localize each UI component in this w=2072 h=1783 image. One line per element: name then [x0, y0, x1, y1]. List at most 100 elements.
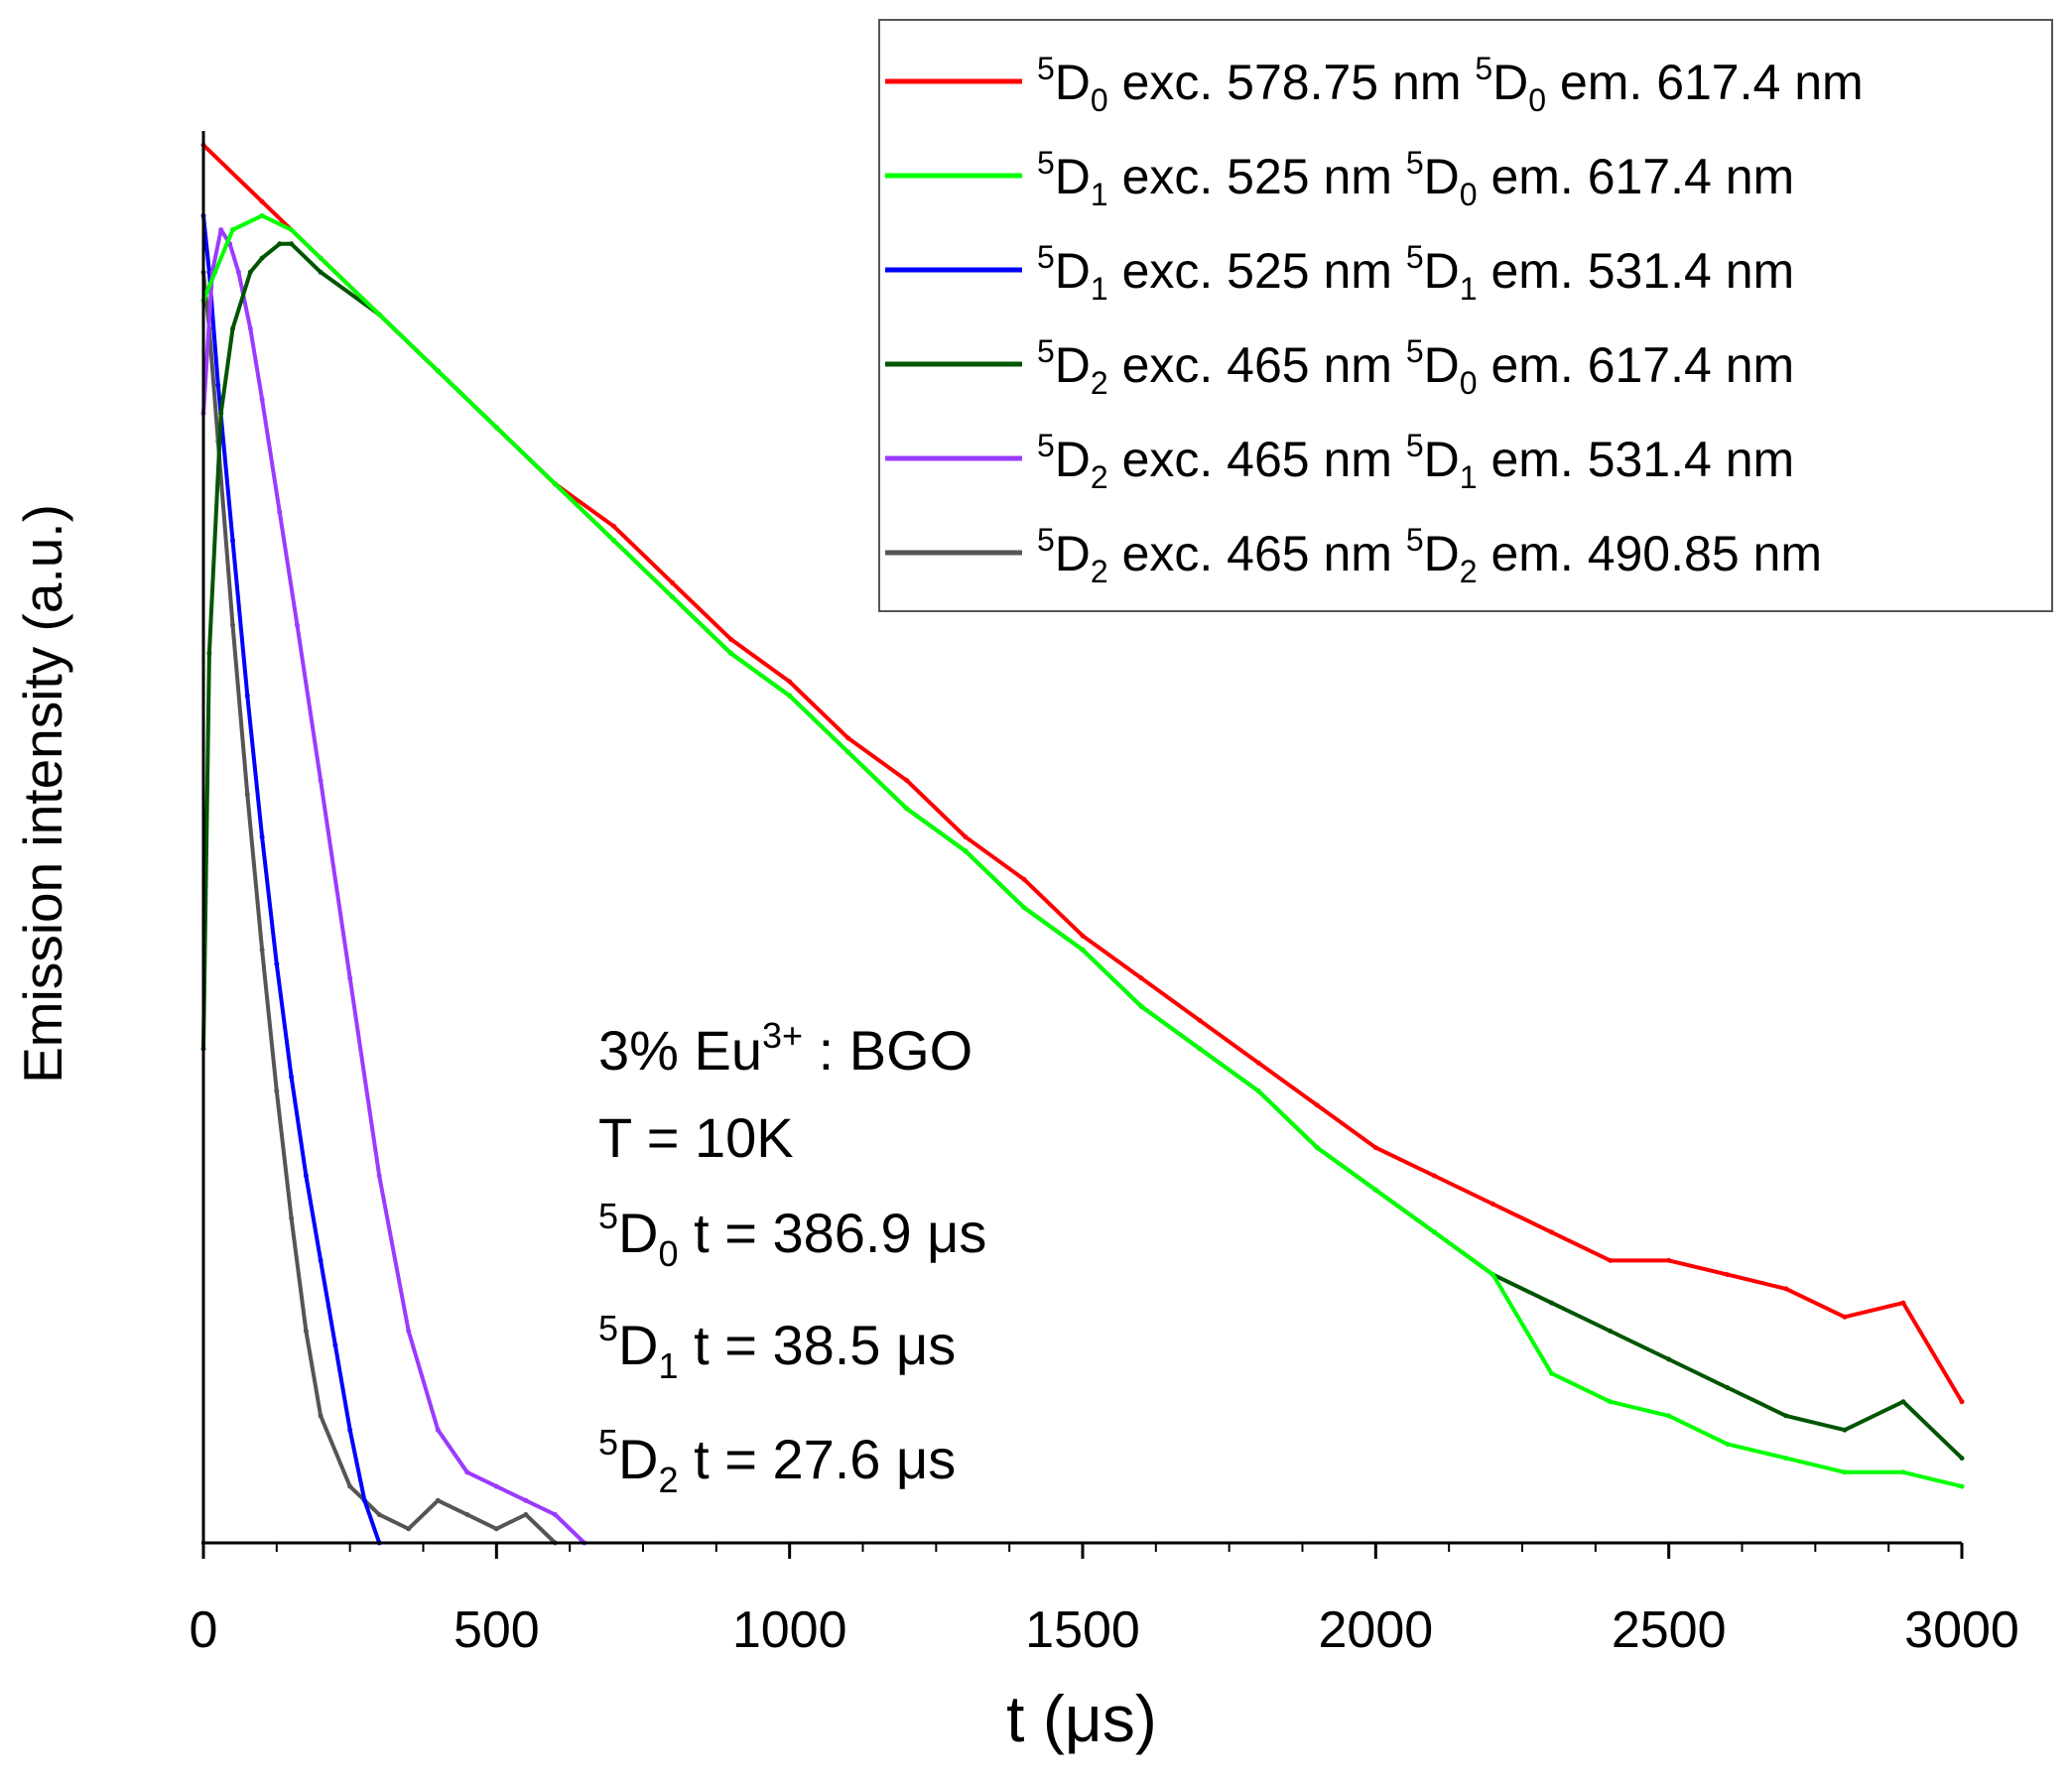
data-point-s4 [277, 241, 283, 247]
data-point-s1 [1666, 1257, 1672, 1263]
data-point-s1 [1314, 1102, 1320, 1108]
data-point-s5 [435, 1427, 441, 1433]
annotation-lifetime-d1: 5D1 t = 38.5 μs [598, 1308, 956, 1386]
data-point-s5 [523, 1497, 529, 1503]
data-point-s1 [1725, 1272, 1731, 1278]
legend-item-s1: 5D0 exc. 578.75 nm 5D0 em. 617.4 nm [885, 51, 1864, 118]
legend-box [878, 19, 2053, 612]
legend-items: 5D0 exc. 578.75 nm 5D0 em. 617.4 nm 5D1 e… [885, 51, 1864, 589]
series-layer [200, 142, 1965, 1546]
data-point-s2 [435, 368, 441, 374]
data-point-s5 [218, 227, 224, 233]
x-tick-label-3000: 3000 [1904, 1601, 2019, 1659]
data-point-s4 [1900, 1399, 1906, 1405]
data-point-s2 [493, 425, 499, 431]
data-point-s6 [376, 1512, 382, 1517]
x-tick-label-2500: 2500 [1612, 1601, 1727, 1659]
data-point-s2 [1080, 947, 1086, 953]
data-point-s5 [318, 778, 324, 784]
data-point-s6 [244, 792, 250, 798]
data-point-s4 [1959, 1456, 1965, 1462]
data-point-s1 [611, 523, 616, 529]
data-point-s5 [464, 1469, 470, 1475]
data-point-s5 [347, 975, 353, 981]
data-point-s2 [212, 269, 218, 275]
annotation-lifetime-d0: 5D0 t = 386.9 μs [598, 1196, 986, 1274]
data-point-s3 [215, 382, 221, 388]
data-point-s6 [406, 1526, 412, 1532]
data-point-s6 [464, 1512, 470, 1517]
annotation-lifetime-d2: 5D2 t = 27.6 μs [598, 1422, 956, 1500]
data-point-s2 [318, 255, 324, 261]
data-point-s2 [1314, 1145, 1320, 1151]
data-point-s4 [1608, 1329, 1614, 1334]
data-point-s6 [318, 1413, 324, 1419]
annotation-block: 3% Eu3+ : BGO T = 10K 5D0 t = 386.9 μs 5… [598, 1015, 986, 1500]
data-point-s1 [1783, 1286, 1789, 1292]
data-point-s5 [277, 509, 283, 515]
x-tick-label-1500: 1500 [1025, 1601, 1140, 1659]
data-point-s2 [1842, 1469, 1848, 1475]
legend-label-s5: 5D2 exc. 465 nm 5D1 em. 531.4 nm [1037, 428, 1794, 495]
data-point-s6 [289, 1215, 295, 1221]
data-point-s1 [1842, 1314, 1848, 1320]
x-tick-label-1000: 1000 [732, 1601, 847, 1659]
data-point-s2 [376, 312, 382, 318]
data-point-s2 [289, 227, 295, 233]
data-point-s3 [347, 1427, 353, 1433]
data-point-s1 [904, 778, 910, 784]
data-point-s4 [1725, 1385, 1731, 1390]
data-point-s3 [289, 1074, 295, 1080]
data-point-s2 [552, 481, 558, 487]
data-point-s6 [523, 1512, 529, 1517]
data-point-s1 [1900, 1300, 1906, 1306]
x-tick-label-2000: 2000 [1318, 1601, 1433, 1659]
data-point-s2 [904, 806, 910, 812]
data-point-s4 [289, 241, 295, 247]
data-point-s4 [259, 255, 265, 261]
data-point-s6 [274, 1088, 280, 1094]
data-point-s4 [1666, 1356, 1672, 1362]
legend-item-s4: 5D2 exc. 465 nm 5D0 em. 617.4 nm [885, 333, 1794, 401]
x-tick-label-0: 0 [190, 1601, 218, 1659]
data-point-s5 [376, 1173, 382, 1179]
series-line-s3 [201, 215, 382, 1544]
data-point-s2 [728, 651, 734, 656]
data-point-s5 [552, 1512, 558, 1517]
data-point-s1 [1138, 975, 1144, 981]
data-point-s3 [230, 538, 235, 544]
legend-label-s2: 5D1 exc. 525 nm 5D0 em. 617.4 nm [1037, 145, 1794, 212]
series-line-s5 [201, 227, 586, 1545]
data-point-s4 [1783, 1413, 1789, 1419]
data-point-s2 [845, 749, 851, 755]
data-point-s1 [670, 579, 675, 585]
data-point-s1 [963, 834, 969, 839]
data-point-s5 [247, 325, 253, 331]
y-axis-label: Emission intensity (a.u.) [12, 504, 73, 1083]
data-point-s4 [218, 411, 224, 417]
data-point-s2 [1255, 1088, 1261, 1094]
data-point-s2 [1021, 905, 1027, 911]
data-point-s2 [1783, 1456, 1789, 1462]
data-point-s3 [332, 1342, 338, 1348]
legend-item-s5: 5D2 exc. 465 nm 5D1 em. 531.4 nm [885, 428, 1794, 495]
legend-item-s6: 5D2 exc. 465 nm 5D2 em. 490.85 nm [885, 522, 1822, 589]
annotation-sample: 3% Eu3+ : BGO [598, 1015, 972, 1082]
data-point-s3 [259, 834, 265, 839]
data-point-s5 [235, 269, 241, 275]
data-point-s6 [230, 622, 235, 628]
data-point-s2 [611, 538, 616, 544]
data-point-s4 [318, 269, 324, 275]
data-point-s3 [361, 1497, 367, 1503]
data-point-s2 [259, 212, 265, 218]
data-point-s2 [1666, 1413, 1672, 1419]
annotation-temperature: T = 10K [598, 1106, 794, 1169]
data-point-s4 [1842, 1427, 1848, 1433]
data-point-s2 [1608, 1399, 1614, 1405]
data-point-s3 [244, 693, 250, 699]
legend-label-s3: 5D1 exc. 525 nm 5D1 em. 531.4 nm [1037, 239, 1794, 307]
data-point-s2 [1197, 1046, 1203, 1052]
data-point-s1 [1021, 876, 1027, 882]
data-point-s2 [963, 848, 969, 854]
